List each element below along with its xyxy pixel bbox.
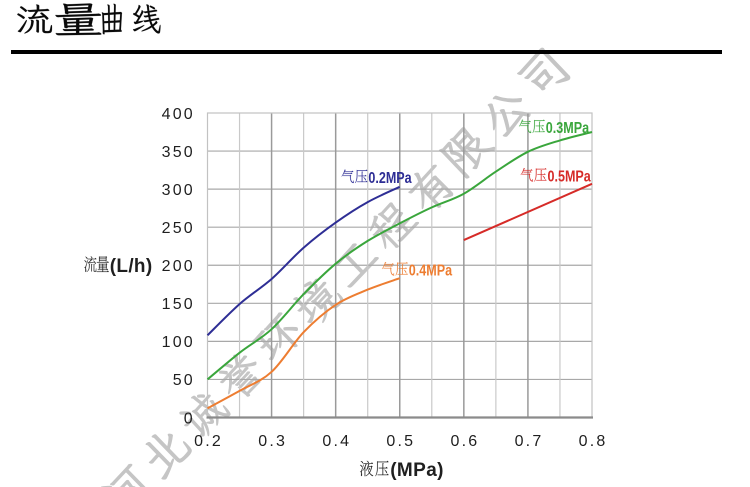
svg-text:0.4: 0.4 — [322, 433, 351, 450]
svg-text:0.8: 0.8 — [579, 433, 608, 450]
svg-text:200: 200 — [162, 258, 195, 275]
svg-text:0.4MPa: 0.4MPa — [409, 262, 453, 280]
svg-text:0.6: 0.6 — [450, 433, 479, 450]
svg-text:(MPa): (MPa) — [390, 460, 444, 481]
svg-text:250: 250 — [162, 220, 195, 237]
svg-text:0.2MPa: 0.2MPa — [368, 170, 412, 188]
svg-text:0.5MPa: 0.5MPa — [548, 168, 592, 186]
svg-text:350: 350 — [162, 144, 195, 161]
svg-text:300: 300 — [162, 182, 195, 199]
svg-text:150: 150 — [162, 296, 195, 313]
svg-text:0.2: 0.2 — [194, 433, 223, 450]
svg-text:400: 400 — [162, 106, 195, 123]
svg-text:0.5: 0.5 — [386, 433, 415, 450]
svg-text:0: 0 — [184, 410, 195, 427]
svg-text:0.3MPa: 0.3MPa — [546, 120, 590, 138]
svg-text:0.7: 0.7 — [515, 433, 544, 450]
svg-text:0.3: 0.3 — [258, 433, 287, 450]
svg-text:50: 50 — [173, 372, 195, 389]
svg-text:100: 100 — [162, 334, 195, 351]
svg-text:(L/h): (L/h) — [110, 256, 153, 277]
